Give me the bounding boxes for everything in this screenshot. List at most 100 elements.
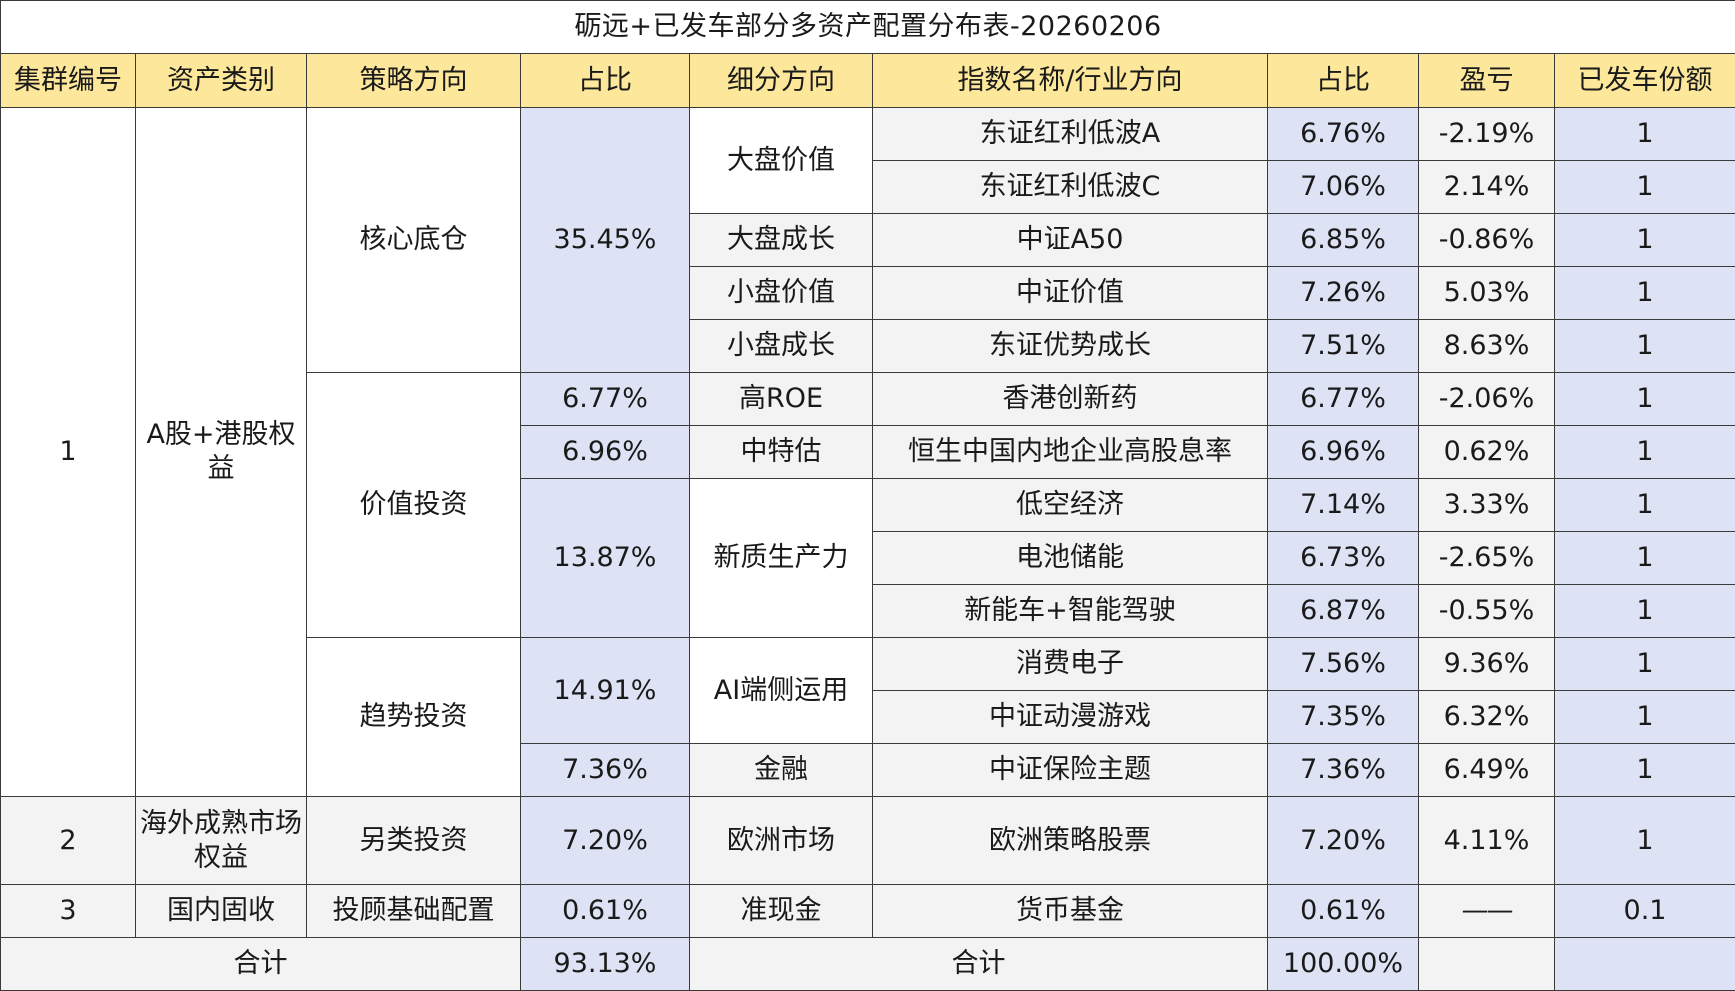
strategy-share-cell: 35.45% [520,107,690,373]
strategy-share-cell: 7.20% [520,796,690,885]
index-share-cell: 7.20% [1267,796,1419,885]
index-name-cell: 电池储能 [872,531,1268,585]
units-cell: 1 [1553,637,1735,691]
table-row: 小盘成长 东证优势成长 7.51% 8.63% 1 [1,319,1735,373]
pnl-cell: 6.32% [1418,690,1555,744]
index-share-cell: 7.06% [1267,160,1419,214]
strategy-cell: 趋势投资 [306,637,521,797]
pnl-cell: 3.33% [1418,478,1555,532]
pnl-cell: 9.36% [1418,637,1555,691]
index-name-cell: 恒生中国内地企业高股息率 [872,425,1268,479]
table-row: 6.96% 中特估 恒生中国内地企业高股息率 6.96% 0.62% 1 [1,425,1735,479]
sub-direction-cell: 大盘价值 [689,107,873,214]
header-row: 集群编号 资产类别 策略方向 占比 细分方向 指数名称/行业方向 占比 盈亏 已… [0,53,1735,108]
cluster-id: 3 [0,884,136,938]
units-cell: 0.1 [1553,884,1735,938]
index-name-cell: 新能车+智能驾驶 [872,584,1268,638]
sub-direction-cell: 欧洲市场 [689,796,873,885]
sub-direction-cell: AI端侧运用 [689,637,873,744]
index-name-cell: 中证价值 [872,266,1268,320]
index-share-cell: 6.77% [1267,372,1419,426]
table-row: 7.36% 金融 中证保险主题 7.36% 6.49% 1 [1,743,1735,797]
index-share-cell: 7.35% [1267,690,1419,744]
asset-class-cell: 海外成熟市场权益 [135,796,307,885]
pnl-cell: 4.11% [1418,796,1555,885]
strategy-share-cell: 6.77% [520,372,690,426]
cluster-id: 1 [0,107,136,797]
strategy-share-cell: 14.91% [520,637,690,744]
header-units: 已发车份额 [1553,53,1735,108]
pnl-cell: 0.62% [1418,425,1555,479]
table-title: 砺远+已发车部分多资产配置分布表-20260206 [0,0,1735,54]
index-share-cell: 6.87% [1267,584,1419,638]
pnl-cell: 8.63% [1418,319,1555,373]
units-cell: 1 [1553,266,1735,320]
pnl-cell: 2.14% [1418,160,1555,214]
header-cluster: 集群编号 [0,53,136,108]
units-cell: 1 [1553,319,1735,373]
units-cell: 1 [1553,743,1735,797]
strategy-share-cell: 13.87% [520,478,690,638]
units-cell: 1 [1553,213,1735,267]
pnl-cell: —— [1418,884,1555,938]
index-name-cell: 东证优势成长 [872,319,1268,373]
table-row: 2 海外成熟市场权益 另类投资 7.20% 欧洲市场 欧洲策略股票 7.20% … [0,796,1735,885]
index-name-cell: 低空经济 [872,478,1268,532]
total-label-right: 合计 [689,937,1268,991]
index-share-cell: 7.14% [1267,478,1419,532]
asset-class-cell: A股+港股权益 [135,107,307,797]
header-strategy-share: 占比 [520,53,690,108]
index-share-cell: 7.56% [1267,637,1419,691]
sub-direction-cell: 高ROE [689,372,873,426]
units-cell: 1 [1553,690,1735,744]
asset-class-cell: 国内固收 [135,884,307,938]
pnl-cell: -0.55% [1418,584,1555,638]
index-share-cell: 6.96% [1267,425,1419,479]
strategy-share-cell: 7.36% [520,743,690,797]
sub-direction-cell: 金融 [689,743,873,797]
strategy-cell: 另类投资 [306,796,521,885]
pnl-cell: -2.06% [1418,372,1555,426]
pnl-cell: -0.86% [1418,213,1555,267]
index-name-cell: 消费电子 [872,637,1268,691]
index-name-cell: 中证动漫游戏 [872,690,1268,744]
table-row: 3 国内固收 投顾基础配置 0.61% 准现金 货币基金 0.61% —— 0.… [0,884,1735,938]
total-row: 合计 93.13% 合计 100.00% [0,937,1735,991]
header-strategy: 策略方向 [306,53,521,108]
table-row: 小盘价值 中证价值 7.26% 5.03% 1 [1,266,1735,320]
units-cell: 1 [1553,531,1735,585]
pnl-total-empty [1418,937,1555,991]
strategy-cell: 投顾基础配置 [306,884,521,938]
header-index-share: 占比 [1267,53,1419,108]
pnl-cell: -2.65% [1418,531,1555,585]
header-pnl: 盈亏 [1418,53,1555,108]
title-row: 砺远+已发车部分多资产配置分布表-20260206 [0,0,1735,54]
total-label-left: 合计 [0,937,521,991]
header-index-name: 指数名称/行业方向 [872,53,1268,108]
units-cell: 1 [1553,107,1735,161]
index-share-cell: 6.76% [1267,107,1419,161]
sub-direction-cell: 新质生产力 [689,478,873,638]
index-share-total: 100.00% [1267,937,1419,991]
table-row: 1 A股+港股权益 核心底仓 35.45% 大盘价值 东证红利低波A 6.76%… [0,107,1735,797]
units-cell: 1 [1553,160,1735,214]
header-asset-class: 资产类别 [135,53,307,108]
index-name-cell: 中证保险主题 [872,743,1268,797]
index-share-cell: 0.61% [1267,884,1419,938]
pnl-cell: -2.19% [1418,107,1555,161]
table-row: 中证动漫游戏 7.35% 6.32% 1 [1,690,1735,744]
units-cell: 1 [1553,425,1735,479]
index-share-cell: 6.85% [1267,213,1419,267]
strategy-share-cell: 6.96% [520,425,690,479]
index-name-cell: 东证红利低波A [872,107,1268,161]
index-share-cell: 7.36% [1267,743,1419,797]
table-row: 电池储能 6.73% -2.65% 1 [1,531,1735,585]
units-total-empty [1553,937,1735,991]
index-share-cell: 7.51% [1267,319,1419,373]
table-row: 13.87% 新质生产力 低空经济 7.14% 3.33% 1 [1,478,1735,638]
strategy-share-total: 93.13% [520,937,690,991]
sub-direction-cell: 中特估 [689,425,873,479]
sub-direction-cell: 小盘成长 [689,319,873,373]
